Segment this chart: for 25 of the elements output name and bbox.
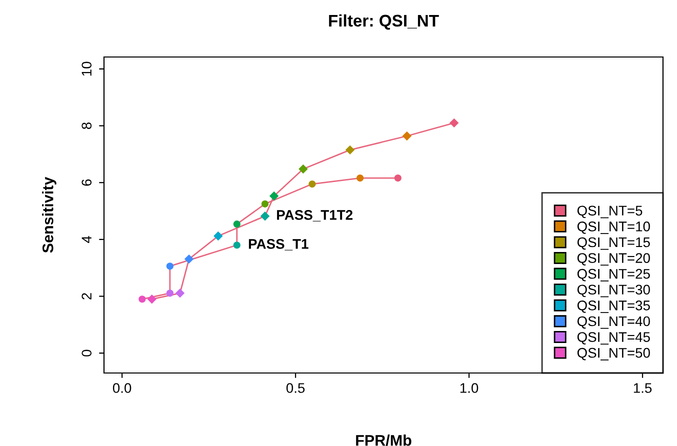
legend-label: QSI_NT=25	[577, 268, 650, 282]
x-tick-label: 1.0	[460, 383, 478, 393]
chart-title: Filter: QSI_NT	[329, 14, 439, 30]
x-tick-label: 0.0	[112, 383, 132, 393]
y-tick-label: 8	[82, 122, 92, 130]
y-tick-label: 4	[82, 236, 92, 243]
y-tick-label: 10	[82, 62, 92, 76]
legend-label: QSI_NT=15	[577, 237, 650, 250]
legend-label: QSI_NT=50	[577, 348, 650, 360]
legend-label: QSI_NT=5	[577, 206, 642, 218]
legend-label: QSI_NT=10	[577, 222, 650, 234]
x-tick-label: 1.5	[634, 383, 652, 393]
legend-label: QSI_NT=20	[577, 253, 650, 266]
legend-label: QSI_NT=35	[577, 300, 650, 313]
annotation: PASS_T1	[248, 239, 308, 250]
y-axis-title: Sensitivity	[42, 176, 56, 253]
legend-label: QSI_NT=45	[577, 332, 650, 345]
legend-label: QSI_NT=40	[577, 316, 650, 329]
x-axis-title: FPR/Mb	[356, 434, 412, 446]
y-tick-label: 6	[82, 179, 92, 186]
legend-label: QSI_NT=30	[577, 284, 650, 298]
y-tick-label: 2	[82, 293, 92, 300]
annotation: PASS_T1T2	[277, 210, 352, 222]
x-tick-label: 0.5	[286, 383, 305, 393]
y-tick-label: 0	[82, 350, 92, 356]
